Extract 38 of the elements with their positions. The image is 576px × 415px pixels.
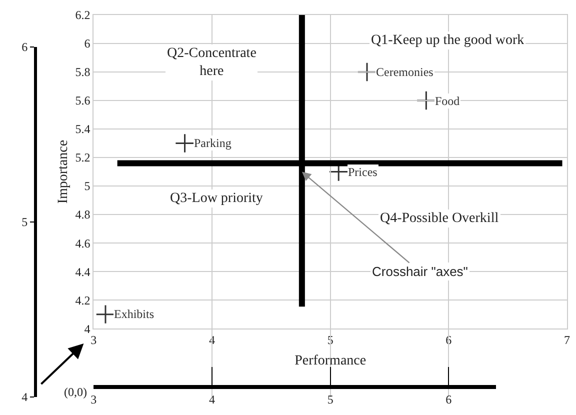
y-tick-label: 4.4 <box>75 264 90 279</box>
y-tick-label: 5.6 <box>75 94 90 108</box>
y-tick-label: 6.2 <box>75 8 90 22</box>
y-tick-label: 4.2 <box>75 293 90 308</box>
annotation: Q2-Concentrate here <box>167 46 256 80</box>
x2-tick-label: 3 <box>90 392 97 407</box>
y-tick-label: 6 <box>84 36 90 51</box>
x2-tick-label: 5 <box>327 392 334 407</box>
y-tick-label: 5.4 <box>75 122 90 136</box>
text: (0,0) <box>64 385 87 399</box>
x2-tick-label: 4 <box>209 392 215 407</box>
y-tick-label: 5 <box>84 179 90 194</box>
point <box>96 304 116 324</box>
x-tick-label: 3 <box>90 332 97 347</box>
y-tick-label: 4 <box>84 322 90 336</box>
point <box>416 90 436 110</box>
y-axis-title: Importance <box>56 140 71 204</box>
y2-tick-label: 6 <box>22 40 28 54</box>
x-axis-title: Performance <box>294 353 366 368</box>
annotation: Crosshair "axes" <box>372 264 468 279</box>
annotation: Q3-Low priority <box>170 191 263 206</box>
x-tick-label: 7 <box>564 332 570 347</box>
series-label: Parking <box>194 136 232 150</box>
y2-tick-label: 5 <box>22 215 28 230</box>
x2-tick-label: 6 <box>446 392 452 407</box>
y-tick-label: 4.8 <box>75 208 90 222</box>
y-tick-label: 5.8 <box>75 65 90 80</box>
annotation: Q1-Keep up the good work <box>371 33 524 48</box>
series-label: Food <box>435 94 460 108</box>
series-label: Exhibits <box>114 307 154 321</box>
y-tick-label: 5.2 <box>75 150 90 165</box>
annotation: Q4-Possible Overkill <box>380 211 499 226</box>
point <box>174 133 195 154</box>
series-label: Prices <box>348 165 378 179</box>
y2-tick-label: 4 <box>22 390 28 404</box>
y-tick-label: 4.6 <box>75 236 90 250</box>
series-label: Ceremonies <box>376 65 434 79</box>
point <box>357 62 377 82</box>
